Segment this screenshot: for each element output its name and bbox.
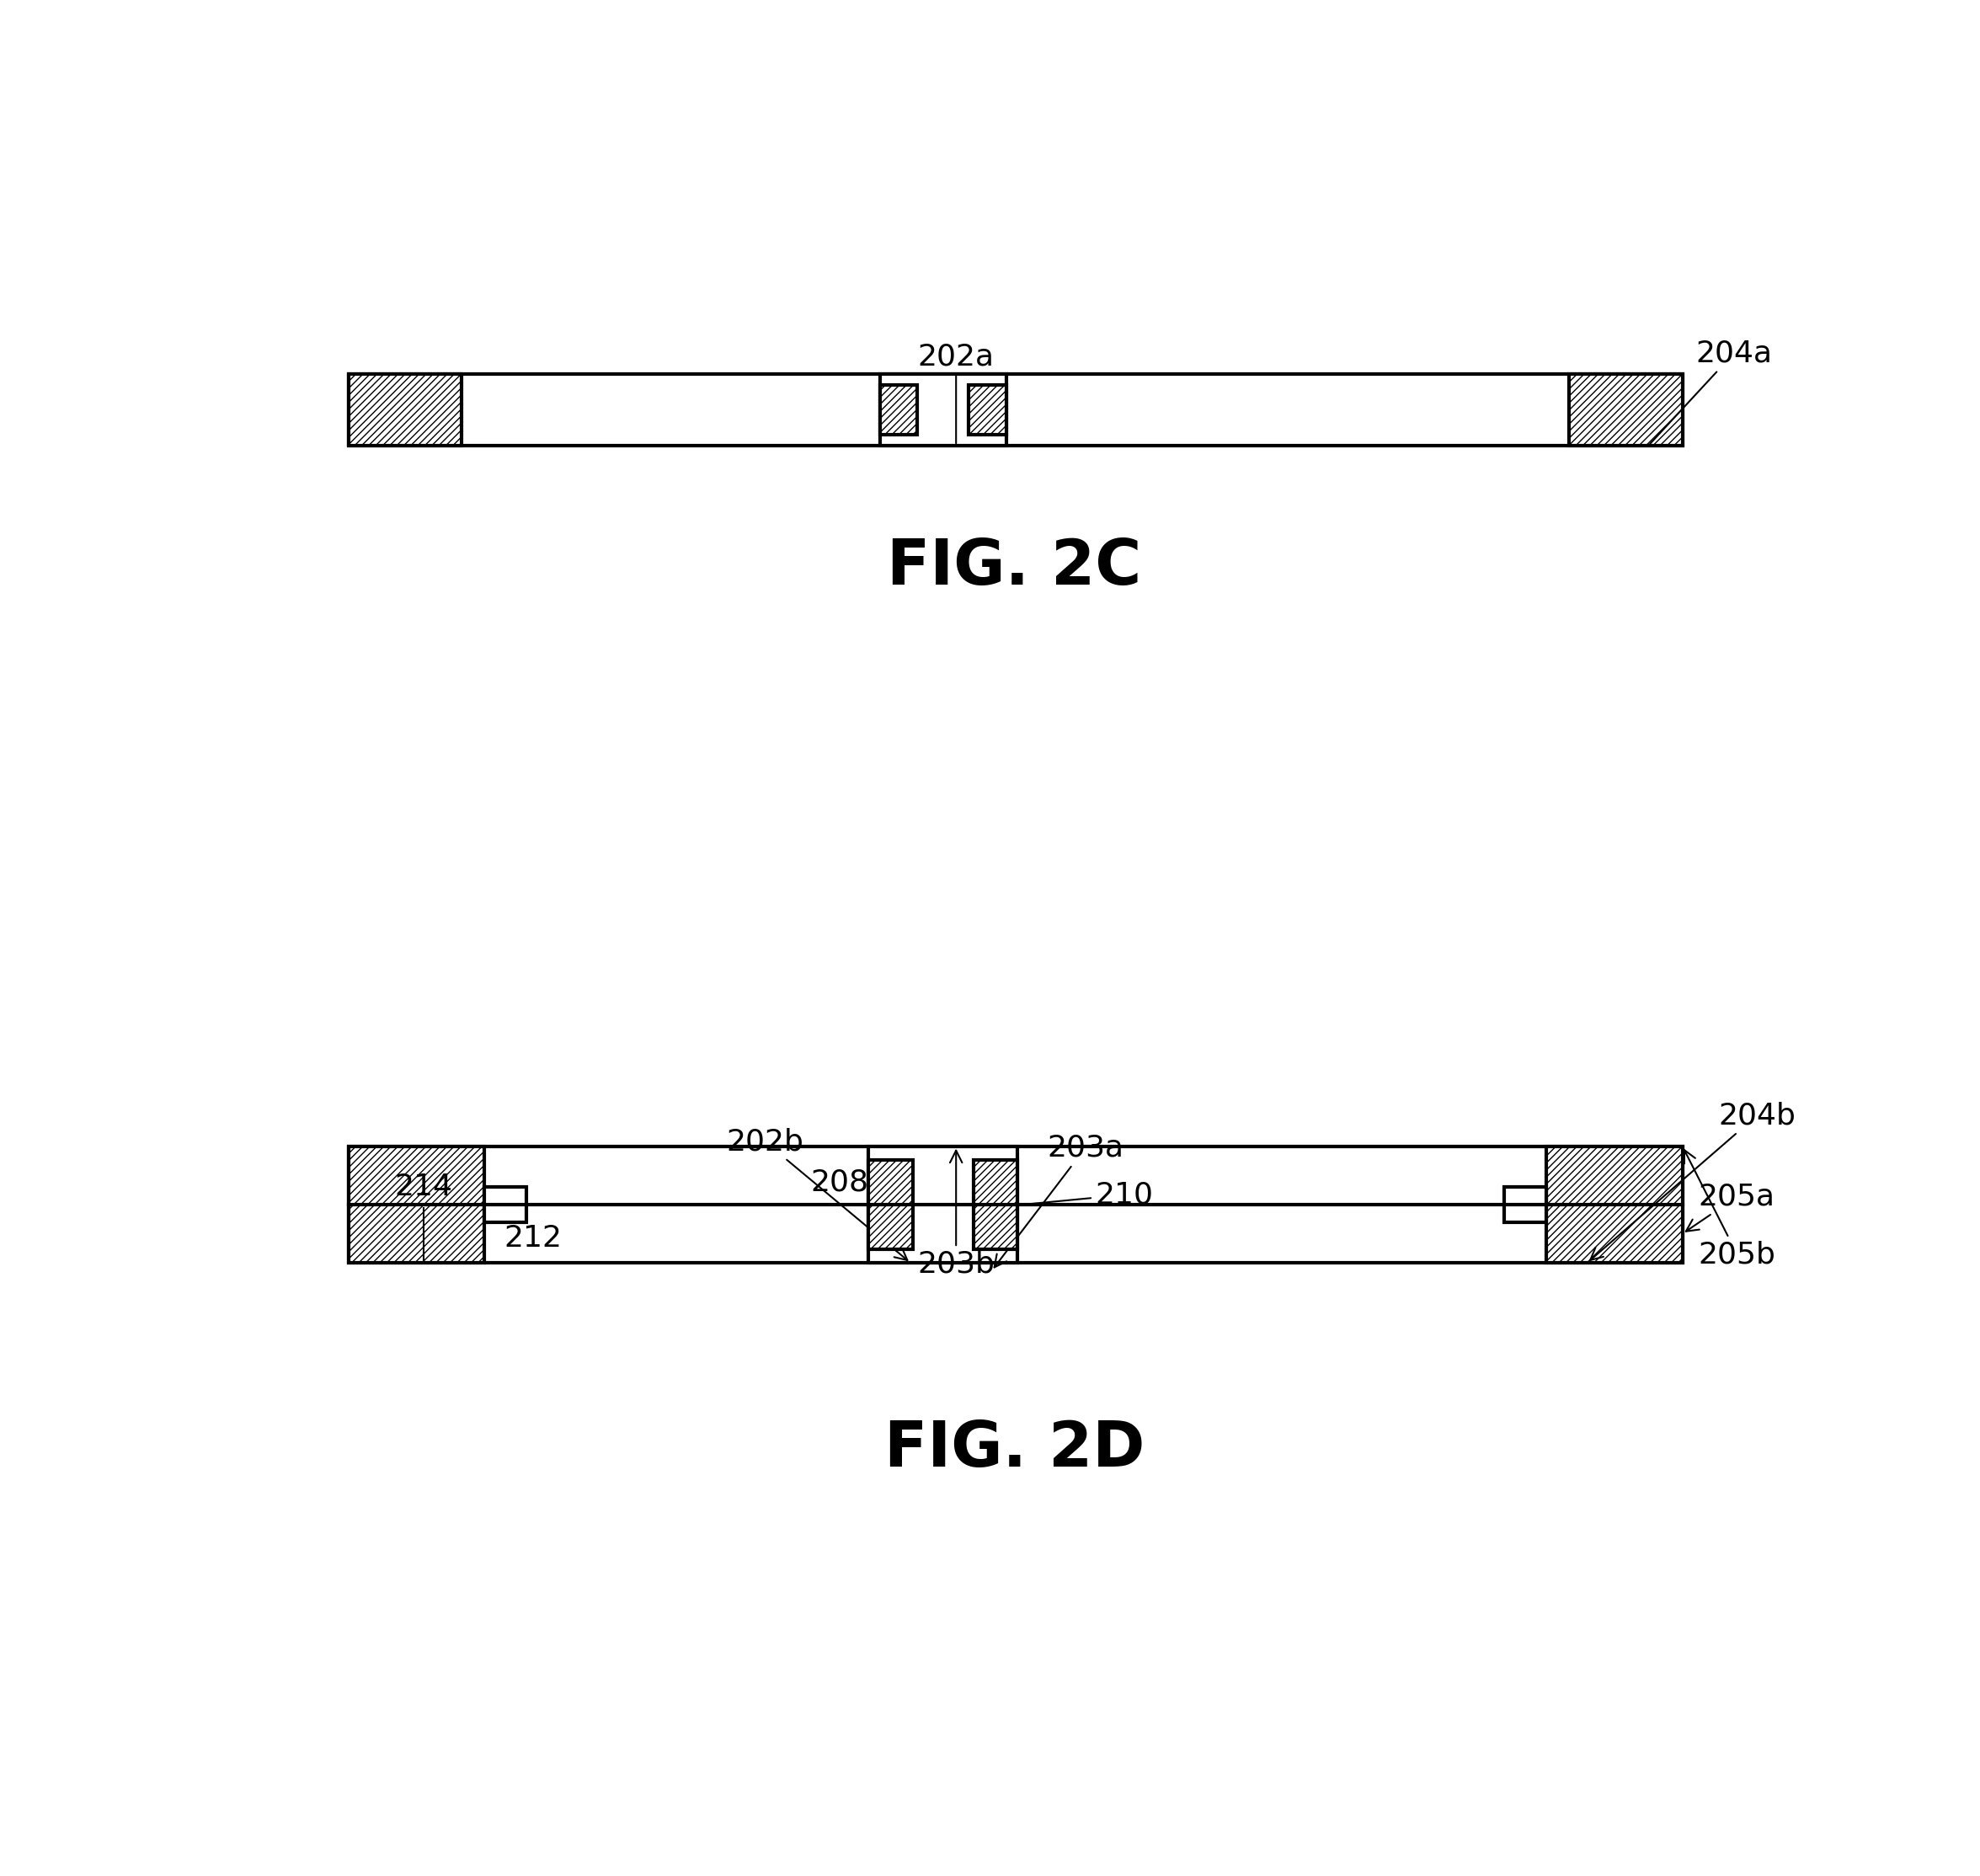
Bar [974,1159,1018,1249]
Text: FIG. 2D: FIG. 2D [885,1418,1144,1480]
Bar [1505,1188,1546,1221]
Text: 203a: 203a [994,1133,1123,1268]
Bar [879,385,917,435]
Text: 202a: 202a [919,343,994,443]
Text: 204b: 204b [1590,1101,1796,1261]
Text: 210: 210 [974,1180,1154,1214]
Bar [348,1146,1683,1263]
Bar [968,385,1006,435]
Bar [485,1188,527,1221]
Bar [869,1159,913,1249]
Bar [348,375,461,446]
Bar [869,1146,1018,1263]
Text: 214: 214 [394,1172,451,1201]
Text: 204a: 204a [1649,340,1772,445]
Bar [348,1146,485,1263]
Text: 208: 208 [810,1169,869,1197]
Text: 212: 212 [491,1199,562,1253]
Text: 202b: 202b [727,1127,907,1261]
Bar [1546,1146,1683,1263]
Bar [1568,375,1683,446]
Text: FIG. 2C: FIG. 2C [887,537,1142,598]
Text: 203b: 203b [917,1150,994,1279]
Bar [348,375,1683,446]
Text: 205a: 205a [1685,1182,1776,1231]
Bar [879,375,1006,446]
Text: 205b: 205b [1685,1150,1776,1268]
